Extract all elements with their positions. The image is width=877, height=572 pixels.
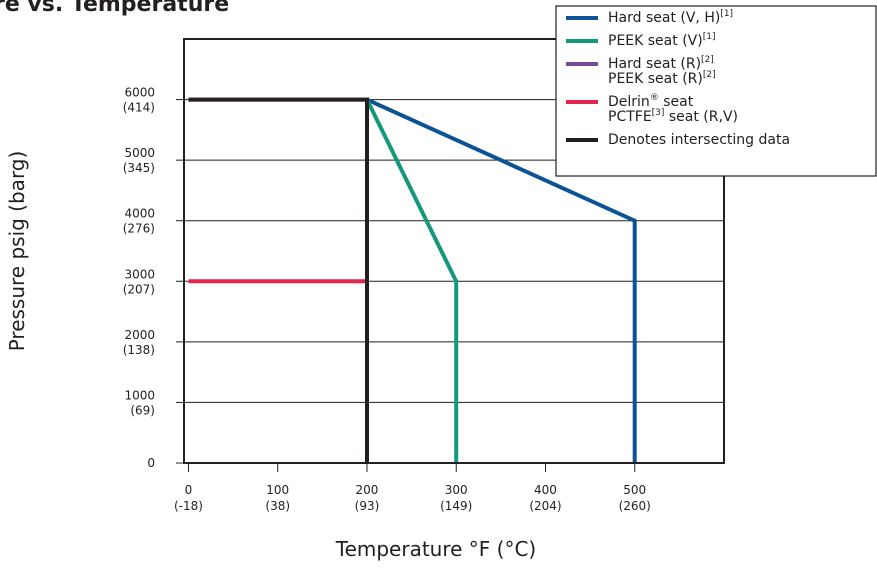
y-tick-label: 2000 <box>124 328 155 342</box>
legend-label: Denotes intersecting data <box>608 132 790 148</box>
x-tick-label: 400 <box>534 483 557 497</box>
y-axis-label: Pressure psig (barg) <box>5 151 29 352</box>
y-axis-ticks: 0 1000(69) 2000(138) 3000(207) 4000(276) 5000… <box>123 86 184 470</box>
x-tick-label: 0 <box>185 483 193 497</box>
x-tick-sublabel: (93) <box>355 499 380 513</box>
legend: Hard seat (V, H)[1] PEEK seat (V)[1] Hard … <box>555 5 877 177</box>
legend-label: Delrin® seat <box>608 93 694 110</box>
x-axis-ticks: 0 (-18) 100 (38) 200 (93) 300 (149) 400 (204) 500 (… <box>174 463 651 513</box>
legend-label: Hard seat (V, H)[1] <box>608 9 733 26</box>
x-tick-sublabel: (204) <box>529 499 561 513</box>
y-tick-label: 6000 <box>124 86 155 100</box>
legend-label: Hard seat (R)[2] <box>608 55 714 72</box>
series-line-intersecting <box>188 97 369 463</box>
series-lines <box>188 97 637 463</box>
y-tick-label: 3000 <box>124 267 155 281</box>
plot-frame <box>183 38 725 464</box>
y-tick-sublabel: (69) <box>130 403 155 417</box>
y-tick-label: 4000 <box>124 207 155 221</box>
legend-label: PCTFE[3] seat (R,V) <box>608 108 738 125</box>
x-tick-label: 500 <box>623 483 646 497</box>
y-tick-label: 1000 <box>124 388 155 402</box>
x-tick-label: 300 <box>445 483 468 497</box>
x-axis-label: Temperature °F (°C) <box>335 537 536 561</box>
x-tick-sublabel: (260) <box>619 499 651 513</box>
x-tick-sublabel: (149) <box>440 499 472 513</box>
y-tick-sublabel: (345) <box>123 161 155 175</box>
x-tick-label: 200 <box>356 483 379 497</box>
series-line-hard_vh <box>366 97 637 463</box>
legend-label: PEEK seat (V)[1] <box>608 32 715 49</box>
x-tick-label: 100 <box>266 483 289 497</box>
legend-label: PEEK seat (R)[2] <box>608 70 716 87</box>
chart-title: re vs. Temperature <box>0 0 229 17</box>
series-line-peek_v <box>365 98 459 463</box>
y-tick-label: 0 <box>147 456 155 470</box>
x-tick-sublabel: (38) <box>265 499 290 513</box>
y-tick-sublabel: (207) <box>123 282 155 296</box>
y-tick-sublabel: (276) <box>123 222 155 236</box>
y-tick-sublabel: (138) <box>123 343 155 357</box>
y-tick-sublabel: (414) <box>123 101 155 115</box>
legend-box <box>555 5 877 177</box>
series-line-hard_peek_r <box>188 97 369 282</box>
x-tick-sublabel: (-18) <box>174 499 203 513</box>
y-tick-label: 5000 <box>124 146 155 160</box>
